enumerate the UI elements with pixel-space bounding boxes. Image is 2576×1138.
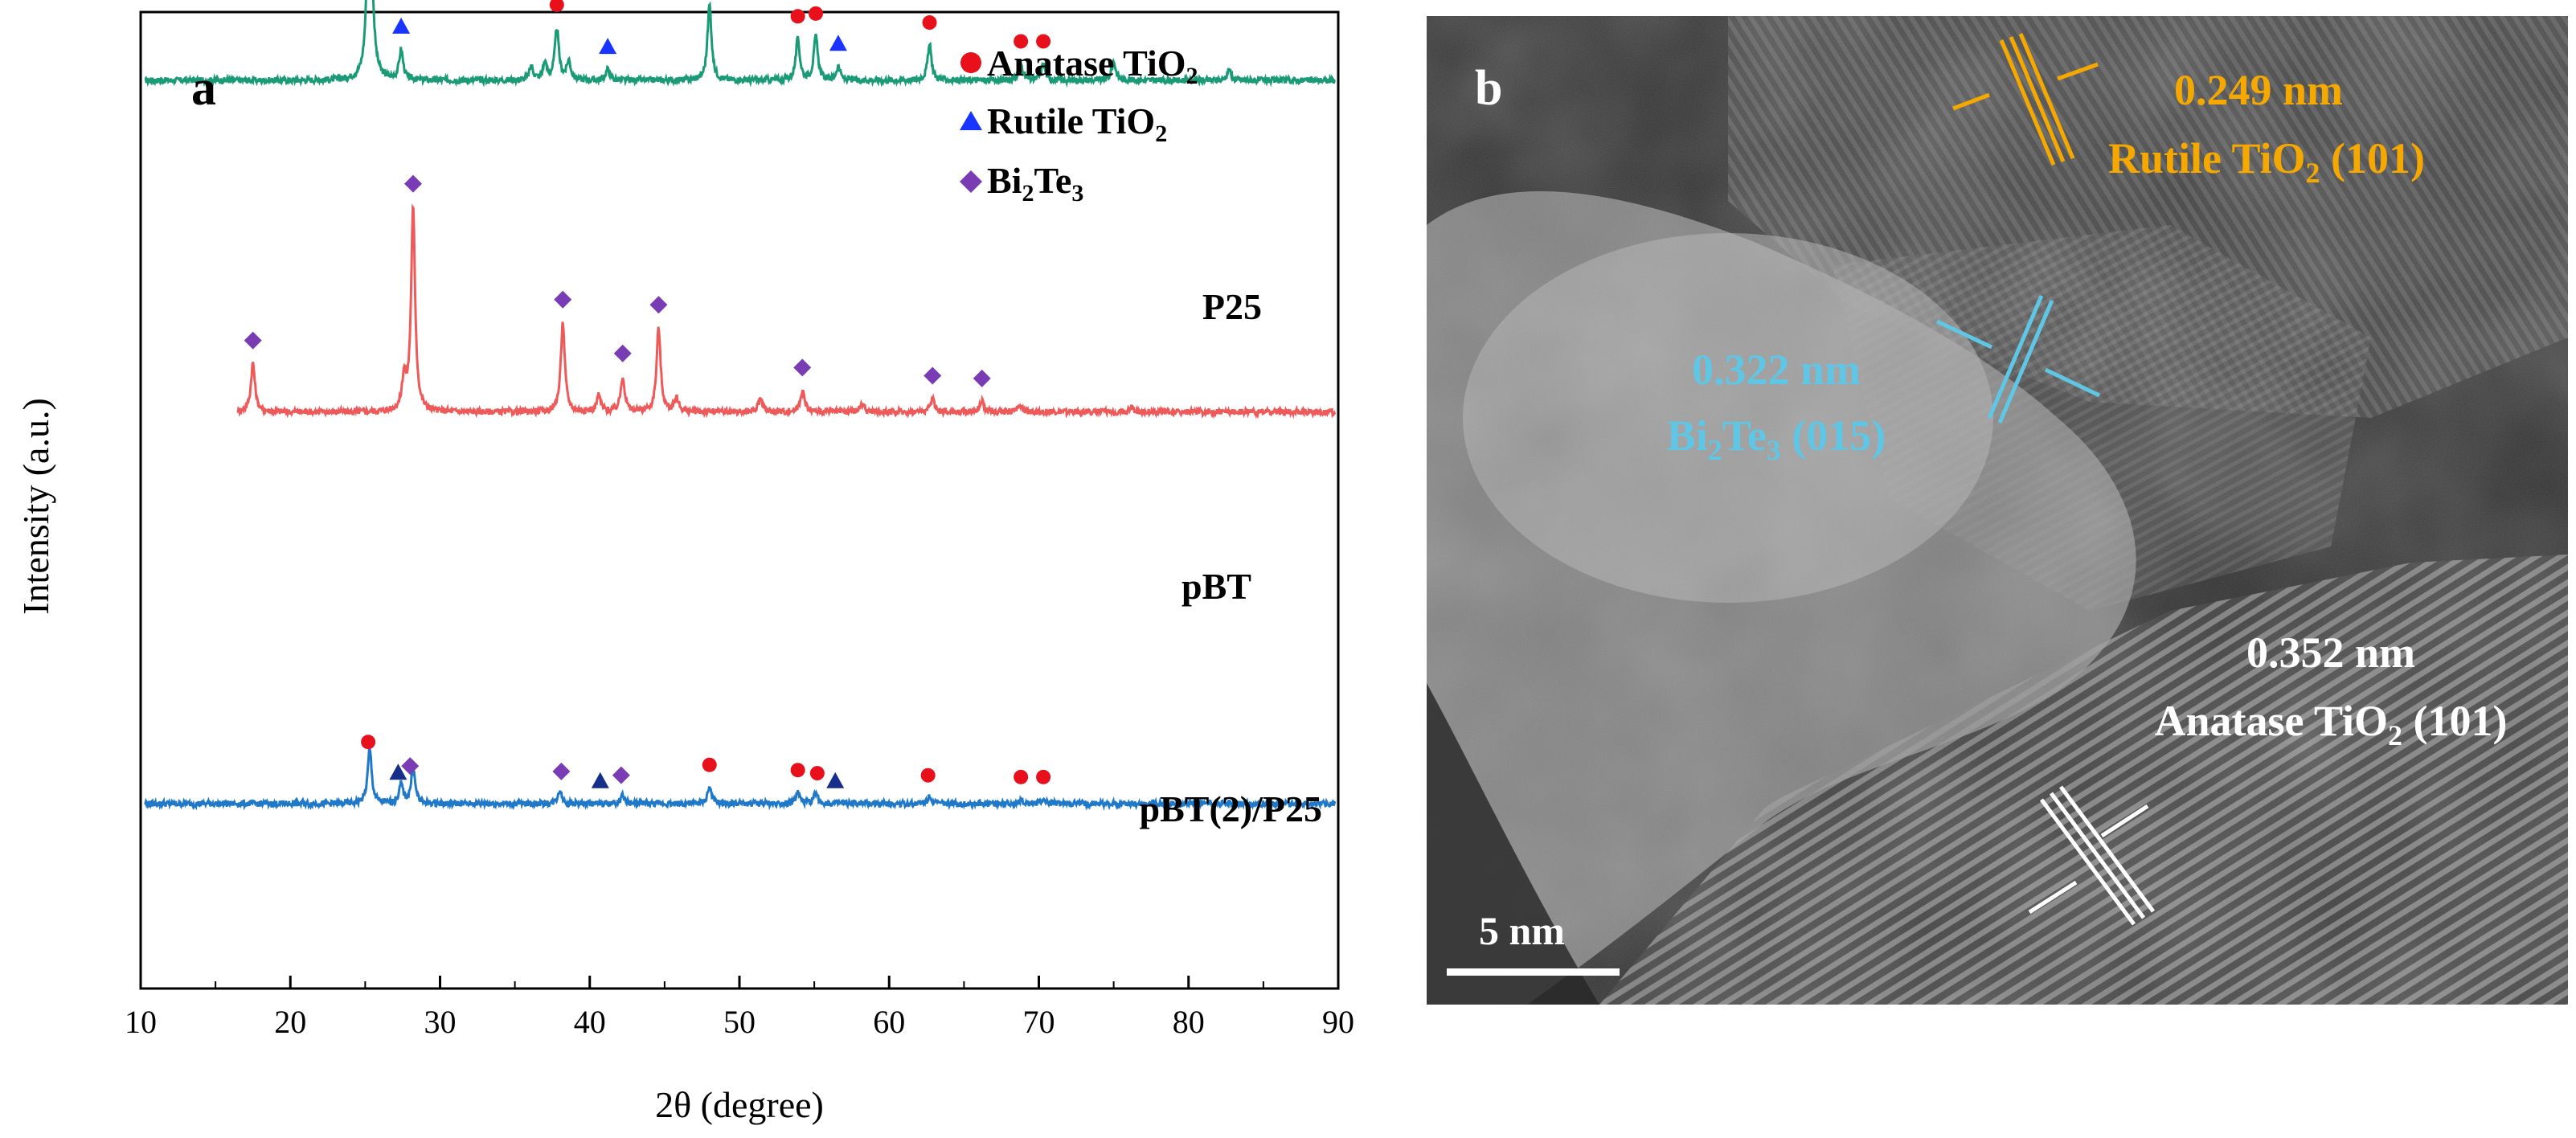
series-line-p25	[144, 0, 1336, 88]
bi2te3-marker	[924, 366, 942, 385]
panel-a-letter: a	[191, 61, 216, 116]
bi2te3-marker	[552, 762, 571, 780]
series-label-pbt2-p25: pBT(2)/P25	[1140, 788, 1322, 829]
x-tick-label-20: 20	[274, 1004, 306, 1040]
anatase-marker	[790, 763, 805, 778]
bi2te3-marker	[403, 174, 422, 193]
rutile-marker	[599, 38, 617, 55]
x-tick-label-30: 30	[424, 1004, 457, 1040]
bi2te3-spacing-label: 0.322 nm	[1692, 346, 1861, 394]
anatase-marker	[790, 9, 805, 24]
bi2te3-marker	[613, 344, 632, 362]
anatase-marker	[1014, 769, 1029, 784]
rutile-spacing-marker	[1952, 33, 2099, 166]
series-line-pbt	[236, 203, 1337, 420]
bi2te3-marker	[649, 296, 668, 314]
anatase-marker	[1036, 769, 1051, 784]
series-layer	[144, 0, 1337, 812]
scale-bar-label: 5 nm	[1479, 908, 1565, 953]
anatase-marker	[361, 735, 376, 750]
y-axis-title: Intensity (a.u.)	[15, 398, 56, 615]
x-tick-label-80: 80	[1173, 1004, 1205, 1040]
panel-b-letter: b	[1475, 61, 1502, 116]
anatase-marker	[549, 0, 564, 12]
rutile-marker	[392, 17, 411, 34]
anatase-marker	[1014, 34, 1029, 49]
series-label-p25: P25	[1202, 286, 1262, 327]
legend: Anatase TiO2 Rutile TiO2 Bi2Te3	[960, 43, 1198, 207]
x-tick-label-70: 70	[1023, 1004, 1055, 1040]
anatase-marker	[808, 6, 823, 21]
bi2te3-marker	[244, 331, 262, 350]
legend-anatase-label: Anatase TiO2	[987, 43, 1198, 89]
bi2te3-marker	[554, 290, 572, 309]
plot-frame	[139, 10, 1340, 990]
bi2te3-marker	[973, 369, 991, 387]
legend-rutile-label: Rutile TiO2	[987, 100, 1167, 147]
x-tick-label-90: 90	[1322, 1004, 1354, 1040]
anatase-spacing-marker	[2028, 785, 2156, 926]
x-tick-label-10: 10	[125, 1004, 157, 1040]
anatase-marker	[922, 15, 937, 31]
rutile-spacing-label: 0.249 nm	[2174, 66, 2343, 114]
legend-rutile-marker	[960, 111, 982, 130]
legend-bi2te3-marker	[960, 170, 982, 193]
anatase-marker	[920, 768, 936, 783]
bi2te3-marker	[793, 358, 812, 377]
bi2te3-spacing-marker	[1935, 295, 2101, 424]
legend-anatase-marker	[960, 52, 981, 73]
series-line-pbt-2--p25	[144, 747, 1337, 812]
xrd-chart: 10 20 30 40 50 60 70 80 90 a 2θ (degree) Intensi…	[15, 0, 1354, 1125]
anatase-plane-label: Anatase TiO2 (101)	[2154, 697, 2507, 751]
bi2te3-plane-label: Bi2Te3 (015)	[1667, 411, 1886, 466]
x-axis-title: 2θ (degree)	[655, 1084, 824, 1125]
x-tick-label-60: 60	[873, 1004, 905, 1040]
legend-bi2te3-label: Bi2Te3	[987, 160, 1083, 207]
dark-corner-left	[1427, 683, 1599, 1005]
bi2te3-marker	[612, 766, 630, 784]
anatase-marker	[1036, 34, 1051, 49]
rutile-marker	[829, 35, 847, 51]
bi2te3-marker	[401, 757, 420, 776]
series-label-pbt: pBT	[1182, 566, 1251, 607]
x-tick-label-40: 40	[574, 1004, 606, 1040]
anatase-marker	[702, 757, 717, 772]
rutile-marker	[591, 772, 609, 788]
hrtem-image: b 0.249 nm Rutile TiO2 (101) 0.322 nm Bi…	[1427, 16, 2568, 1005]
anatase-spacing-label: 0.352 nm	[2246, 628, 2415, 677]
x-tick-label-50: 50	[723, 1004, 756, 1040]
rutile-marker	[389, 763, 407, 780]
anatase-marker	[809, 766, 825, 781]
scale-bar	[1447, 968, 1620, 976]
x-axis-ticks: 10 20 30 40 50 60 70 80 90	[125, 976, 1354, 1040]
rutile-plane-label: Rutile TiO2 (101)	[2108, 134, 2425, 189]
marker-layer	[244, 0, 1051, 788]
rutile-marker	[826, 772, 845, 788]
tem-noise-texture	[1427, 16, 2568, 1005]
